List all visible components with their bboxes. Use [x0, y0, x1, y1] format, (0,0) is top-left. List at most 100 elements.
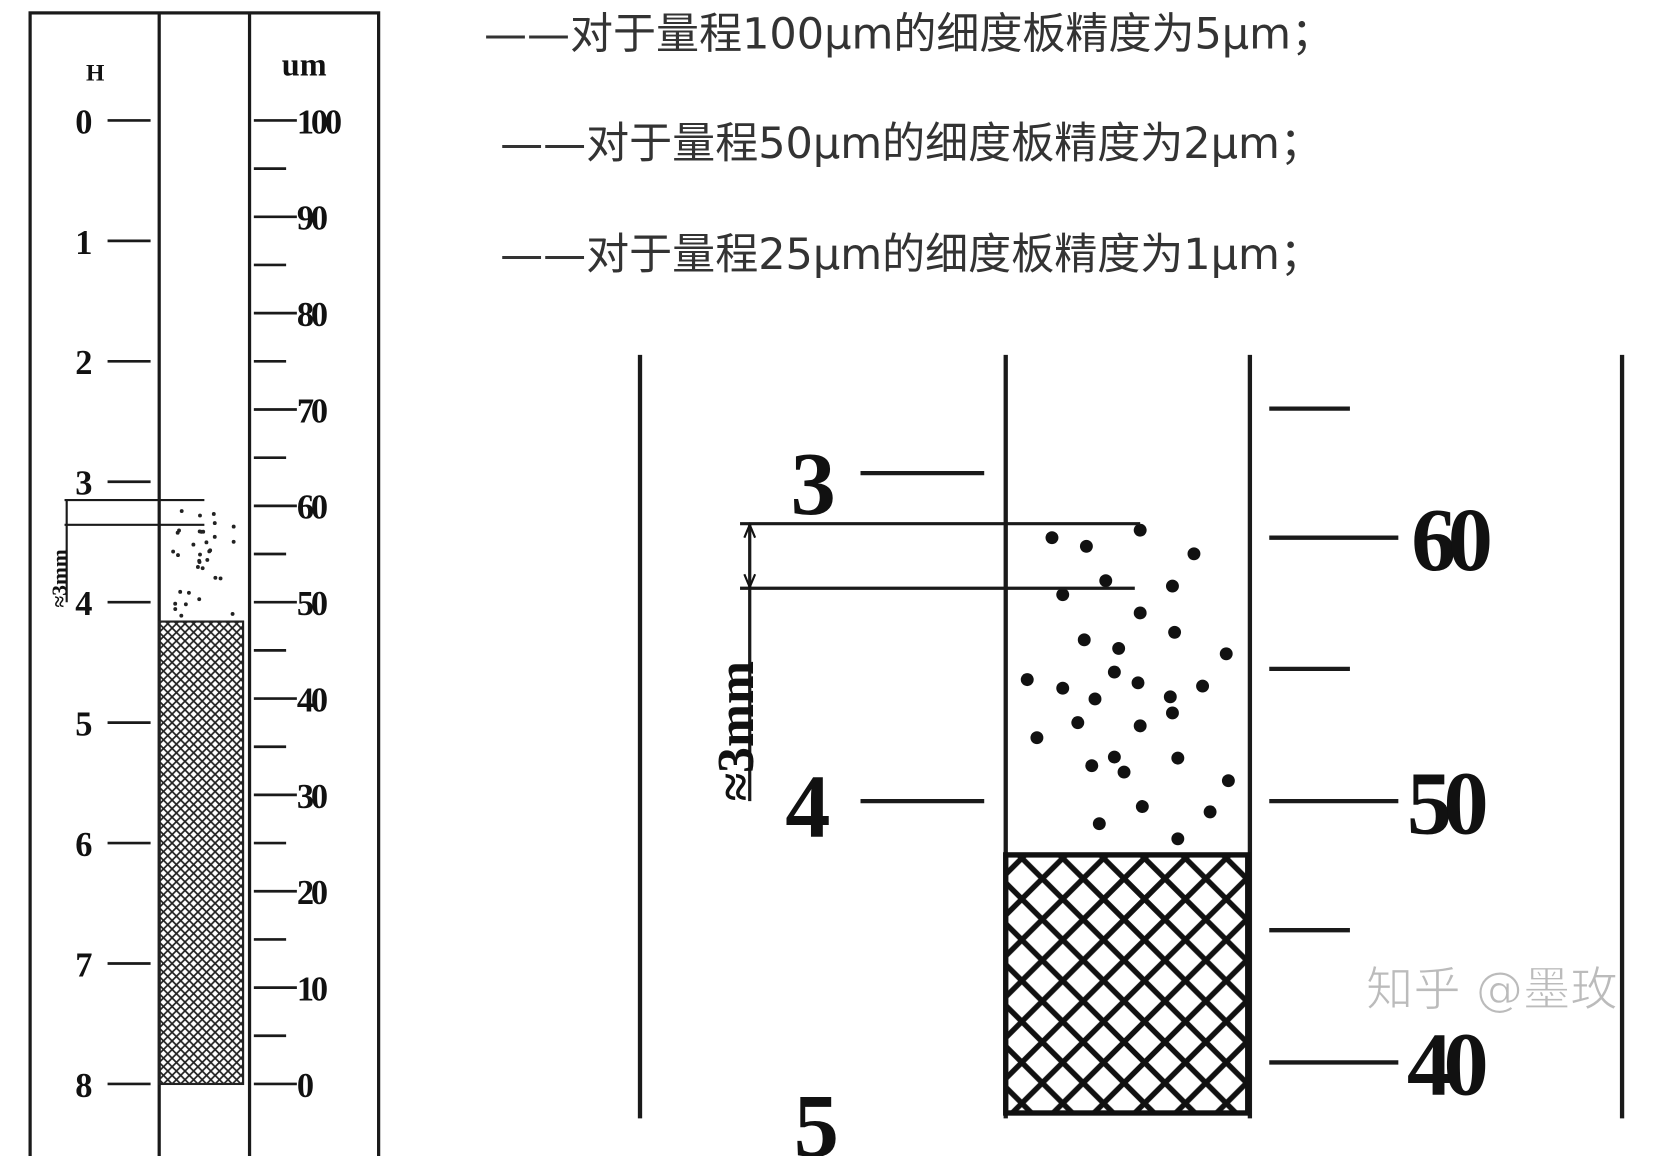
- particle-dot: [200, 566, 205, 571]
- particle-dot: [198, 513, 202, 518]
- particle-dot: [173, 601, 178, 606]
- particle-dot: [1071, 716, 1085, 730]
- particle-dot: [171, 549, 176, 554]
- particle-dot: [1196, 679, 1210, 693]
- particle-dot: [230, 611, 235, 616]
- detail-h-label-5: 5: [794, 1075, 839, 1156]
- particle-dot: [1056, 588, 1070, 602]
- particle-dot: [186, 590, 191, 595]
- particle-dot: [1056, 681, 1070, 695]
- particle-dot: [1133, 719, 1147, 733]
- particle-dot: [1107, 750, 1121, 764]
- particle-dot: [211, 512, 216, 516]
- particle-dot: [1107, 665, 1121, 679]
- particle-dot: [183, 602, 188, 607]
- particle-dot: [173, 607, 178, 611]
- um-tick-label: 50: [297, 585, 327, 623]
- h-unit-label: H: [86, 61, 105, 87]
- particle-dot: [1163, 690, 1177, 704]
- particle-dot: [1117, 765, 1131, 779]
- particle-dot: [1165, 706, 1179, 720]
- um-tick-label: 90: [297, 200, 327, 238]
- particle-dot: [1030, 731, 1044, 745]
- detail-hatched-region: [1003, 852, 1251, 1116]
- particle-dot: [1171, 832, 1185, 846]
- particle-dot: [212, 521, 217, 526]
- left-dimension-label: ≈3mm: [48, 549, 72, 607]
- h-tick-label: 8: [75, 1067, 92, 1105]
- h-tick-label: 6: [75, 826, 92, 864]
- particle-dot: [176, 553, 180, 558]
- particle-dot: [212, 534, 217, 539]
- particle-dot: [1221, 774, 1235, 788]
- particle-dot: [1079, 539, 1093, 553]
- note-line-3: ——对于量程25µm的细度板精度为1µm；: [500, 230, 1323, 280]
- note-line-2: ——对于量程50µm的细度板精度为2µm；: [500, 119, 1323, 169]
- particle-dot: [213, 575, 218, 580]
- um-tick-label: 10: [297, 971, 327, 1009]
- h-tick-label: 0: [75, 103, 92, 141]
- h-tick-label: 2: [75, 344, 92, 382]
- particle-dot: [178, 589, 183, 594]
- particle-dot: [1219, 647, 1233, 661]
- um-tick-label: 20: [297, 874, 327, 912]
- detail-um-label-60: 60: [1411, 489, 1490, 590]
- particle-dot: [1187, 547, 1201, 561]
- h-tick-label: 4: [75, 585, 92, 623]
- particle-dot: [195, 565, 200, 569]
- h-tick-label: 7: [75, 946, 92, 984]
- particle-dot: [1092, 817, 1106, 831]
- watermark: 知乎 @墨玫: [1366, 962, 1618, 1017]
- particle-dot: [197, 558, 202, 563]
- particle-dot: [197, 597, 202, 602]
- note-line-1: ——对于量程100µm的细度板精度为5µm；: [484, 9, 1334, 59]
- particle-dot: [179, 509, 184, 513]
- h-tick-label: 3: [75, 465, 92, 503]
- dotted-region: [161, 500, 244, 622]
- particle-dot: [177, 528, 181, 533]
- particle-dot: [1165, 579, 1179, 593]
- h-tick-label: 1: [75, 224, 92, 262]
- particle-dot: [1171, 751, 1185, 765]
- particle-dot: [1112, 641, 1126, 655]
- um-tick-label: 100: [297, 103, 341, 141]
- hatched-region: [158, 620, 245, 1086]
- particle-dot: [1133, 523, 1147, 537]
- um-unit-label: um: [282, 46, 327, 82]
- particle-dot: [1131, 676, 1145, 690]
- particle-dot: [179, 613, 184, 618]
- um-tick-label: 0: [297, 1067, 313, 1105]
- particle-dot: [1088, 692, 1102, 706]
- particle-dot: [1168, 625, 1182, 639]
- detail-dimension-label: ≈3mm: [708, 661, 765, 801]
- particle-dot: [205, 557, 210, 562]
- particle-dot: [1077, 633, 1091, 647]
- h-tick-label: 5: [75, 706, 92, 744]
- um-tick-label: 80: [297, 296, 327, 334]
- detail-um-label-40: 40: [1407, 1014, 1486, 1115]
- um-tick-label: 60: [297, 489, 327, 527]
- particle-dot: [208, 548, 213, 553]
- particle-dot: [198, 552, 202, 557]
- particle-dot: [1020, 673, 1034, 687]
- particle-dot: [1085, 759, 1099, 773]
- um-tick-label: 70: [297, 392, 327, 430]
- particle-dot: [1099, 574, 1113, 588]
- um-tick-label: 40: [297, 681, 327, 719]
- particle-dot: [218, 576, 223, 581]
- particle-dot: [199, 529, 204, 534]
- particle-dot: [231, 539, 236, 544]
- particle-dot: [1133, 606, 1147, 620]
- particle-dot: [1203, 805, 1217, 819]
- detail-h-label-3: 3: [791, 433, 836, 534]
- particle-dot: [231, 524, 236, 529]
- detail-h-label-4: 4: [785, 756, 830, 857]
- particle-dot: [191, 542, 196, 547]
- particle-dot: [204, 540, 209, 545]
- detail-view: 3 4 5 60 50 40 ≈3mm: [637, 354, 1625, 1156]
- particle-dot: [1045, 531, 1059, 545]
- particle-dot: [1135, 800, 1149, 813]
- um-tick-label: 30: [297, 778, 327, 816]
